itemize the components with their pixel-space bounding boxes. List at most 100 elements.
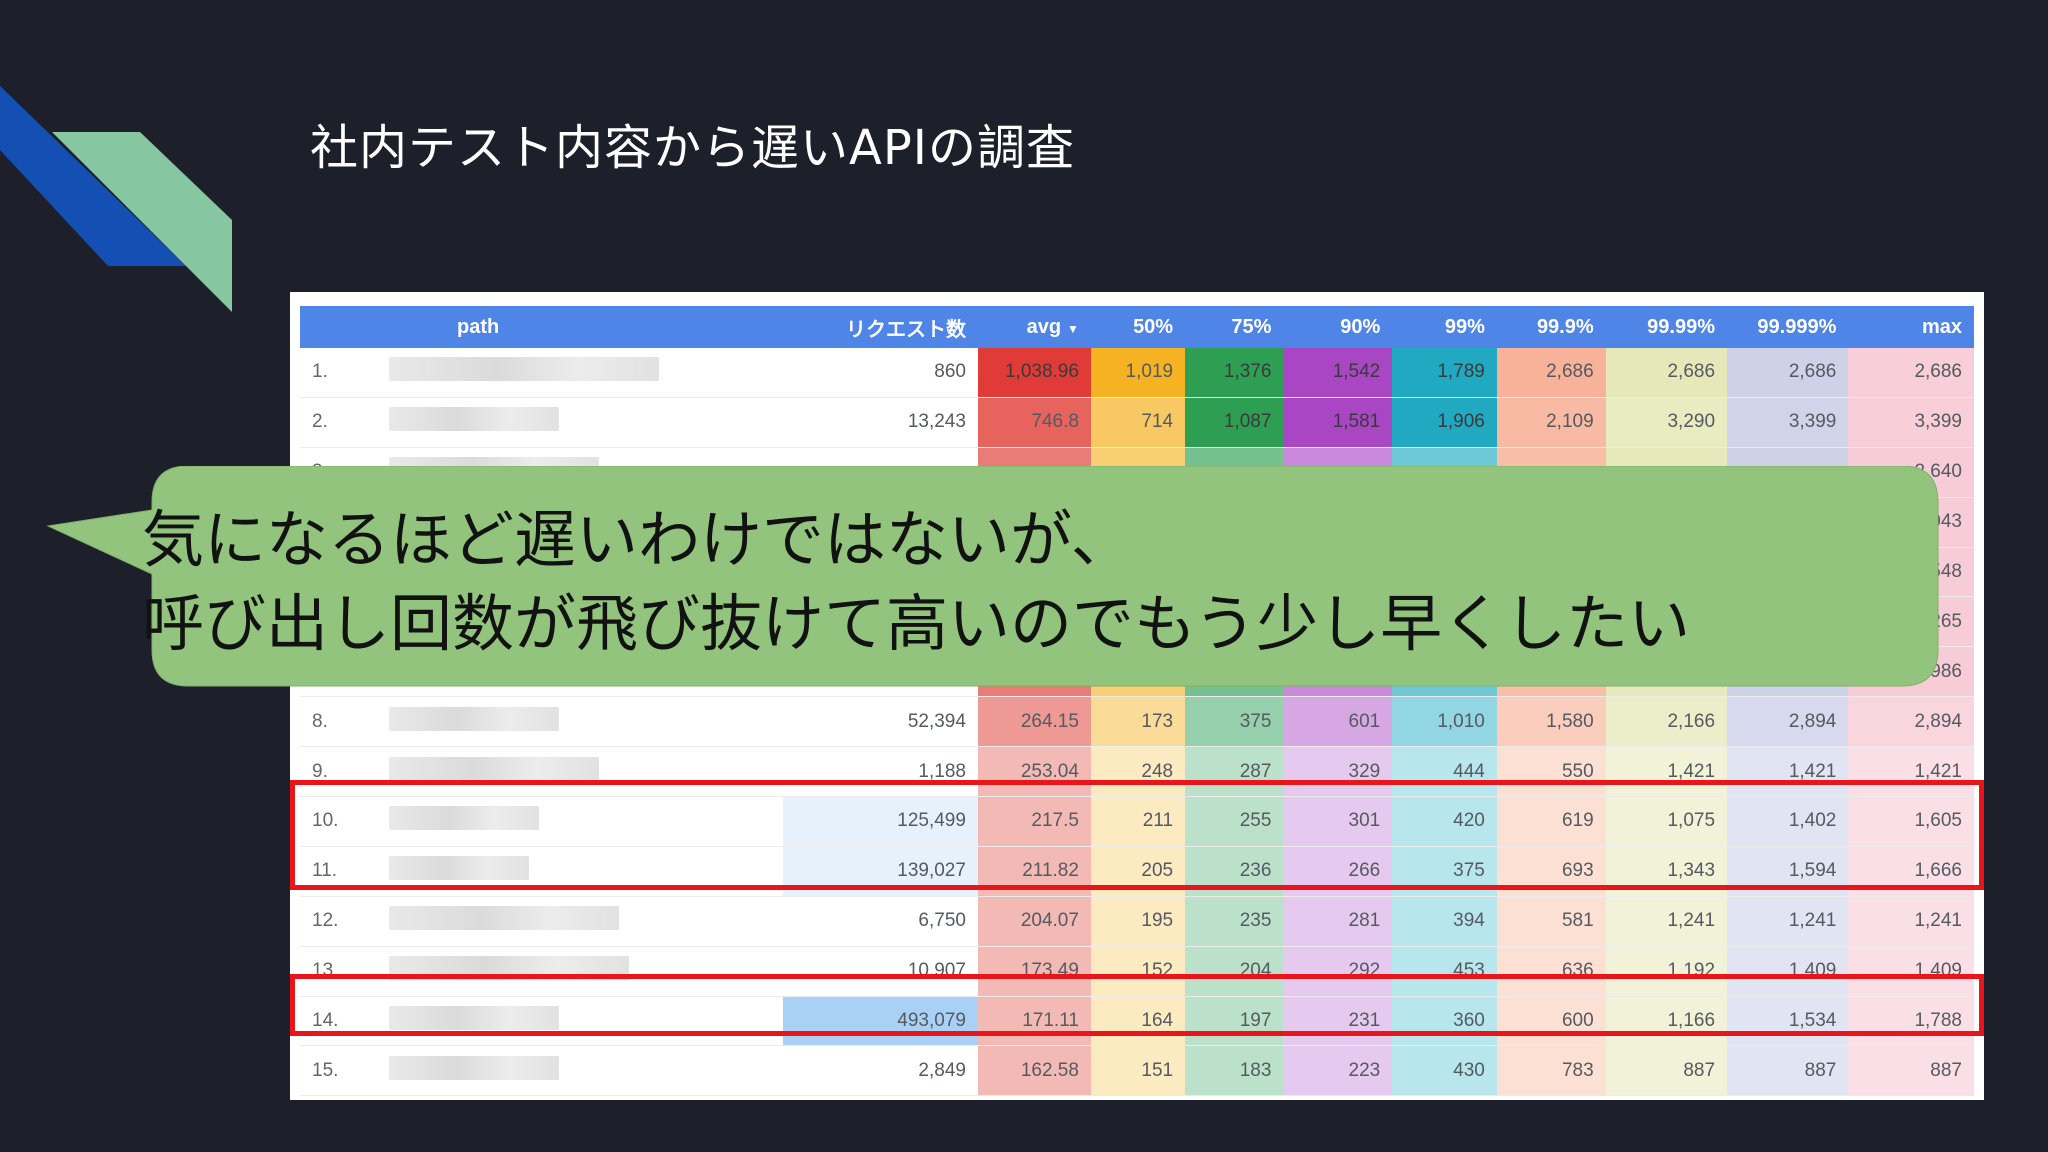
cell-max: 1,409 — [1848, 946, 1974, 997]
table-row[interactable]: 8. 52,394 264.15 173 375 601 1,010 1,580 2,166 2,… — [300, 696, 1974, 748]
cell-p999: 600 — [1496, 996, 1606, 1047]
cell-p50: 173 — [1090, 696, 1186, 748]
cell-p99: 444 — [1392, 746, 1497, 798]
cell-p75: 375 — [1185, 696, 1284, 748]
row-index: 9. — [300, 746, 370, 798]
cell-p99: 1,010 — [1392, 696, 1497, 748]
sort-desc-icon[interactable]: ▼ — [1067, 321, 1079, 336]
cell-p99: 1,789 — [1392, 348, 1497, 398]
cell-p999: 581 — [1496, 896, 1606, 947]
table-row[interactable]: 15. 2,849 162.58 151 183 223 430 783 887 887 887 — [300, 1045, 1974, 1097]
cell-p99: 394 — [1392, 896, 1497, 947]
cell-p50: 152 — [1090, 946, 1186, 997]
cell-p90: 223 — [1283, 1045, 1393, 1097]
cell-p999: 2,686 — [1496, 348, 1606, 398]
header-p9999[interactable]: 99.99% — [1605, 306, 1728, 348]
header-p99999[interactable]: 99.999% — [1727, 306, 1849, 348]
cell-max: 1,788 — [1848, 996, 1974, 1047]
redacted-path-blur — [389, 806, 540, 831]
row-path-redacted — [369, 696, 784, 748]
callout-text: 気になるほど遅いわけではないが、 呼び出し回数が飛び抜けて高いのでもう少し早くし… — [142, 498, 1842, 666]
table-row[interactable]: 10. 125,499 217.5 211 255 301 420 619 1,075 1,402… — [300, 796, 1974, 847]
cell-avg: 171.11 — [977, 996, 1091, 1047]
header-avg[interactable]: avg ▼ — [977, 306, 1091, 348]
cell-p99999: 1,402 — [1727, 796, 1849, 847]
cell-max: 1,421 — [1848, 746, 1974, 798]
row-path-redacted — [369, 896, 784, 947]
table-row[interactable]: 9. 1,188 253.04 248 287 329 444 550 1,421 1,421 1,… — [300, 746, 1974, 798]
header-p75[interactable]: 75% — [1185, 306, 1284, 348]
row-path-redacted — [369, 397, 784, 448]
cell-p75: 1,087 — [1185, 397, 1284, 448]
cell-avg: 217.5 — [977, 796, 1091, 847]
cell-p9999: 1,075 — [1605, 796, 1728, 847]
row-index: 14. — [300, 996, 370, 1047]
cell-p75: 287 — [1185, 746, 1284, 798]
cell-p999: 619 — [1496, 796, 1606, 847]
cell-p9999: 1,421 — [1605, 746, 1728, 798]
cell-req: 860 — [783, 348, 978, 398]
cell-p75: 197 — [1185, 996, 1284, 1047]
cell-p75: 183 — [1185, 1045, 1284, 1097]
table-row[interactable]: 1. 860 1,038.96 1,019 1,376 1,542 1,789 2,686 2,… — [300, 348, 1974, 398]
highlight-box-row-14 — [290, 974, 1984, 1036]
table-row[interactable]: 14. 493,079 171.11 164 197 231 360 600 1,166 1,53… — [300, 996, 1974, 1047]
cell-avg: 253.04 — [977, 746, 1091, 798]
cell-max: 1,605 — [1848, 796, 1974, 847]
redacted-path-blur — [389, 706, 560, 731]
cell-req: 52,394 — [783, 696, 978, 748]
redacted-path-blur — [389, 906, 620, 931]
redacted-path-blur — [389, 407, 560, 432]
cell-p90: 601 — [1283, 696, 1393, 748]
header-avg-label: avg — [1026, 315, 1062, 338]
row-path-redacted — [369, 796, 784, 847]
cell-p50: 248 — [1090, 746, 1186, 798]
redacted-path-blur — [389, 856, 530, 881]
cell-req: 493,079 — [783, 996, 978, 1047]
row-index: 1. — [300, 348, 370, 398]
cell-req: 2,849 — [783, 1045, 978, 1097]
redacted-path-blur — [389, 1055, 560, 1080]
redacted-path-blur — [389, 1006, 560, 1031]
cell-p999: 550 — [1496, 746, 1606, 798]
header-p999[interactable]: 99.9% — [1496, 306, 1606, 348]
header-path[interactable]: path — [369, 306, 784, 348]
cell-avg: 204.07 — [977, 896, 1091, 947]
cell-p75: 1,376 — [1185, 348, 1284, 398]
cell-p9999: 2,686 — [1605, 348, 1728, 398]
cell-p50: 1,019 — [1090, 348, 1186, 398]
row-index: 2. — [300, 397, 370, 448]
slide-title: 社内テスト内容から遅いAPIの調査 — [310, 120, 1075, 176]
cell-max: 1,241 — [1848, 896, 1974, 947]
cell-p50: 164 — [1090, 996, 1186, 1047]
cell-p90: 301 — [1283, 796, 1393, 847]
cell-p9999: 1,166 — [1605, 996, 1728, 1047]
cell-p99999: 1,421 — [1727, 746, 1849, 798]
cell-p99: 453 — [1392, 946, 1497, 997]
cell-p99999: 2,894 — [1727, 696, 1849, 748]
table-header-row: path リクエスト数 avg ▼ 50% 75% 90% 99% 99.9% 9… — [300, 306, 1974, 348]
header-p50[interactable]: 50% — [1090, 306, 1186, 348]
redacted-path-blur — [389, 357, 660, 382]
cell-req: 6,750 — [783, 896, 978, 947]
cell-p50: 211 — [1090, 796, 1186, 847]
row-index: 15. — [300, 1045, 370, 1097]
cell-avg: 162.58 — [977, 1045, 1091, 1097]
table-row[interactable]: 12. 6,750 204.07 195 235 281 394 581 1,241 1,241 1… — [300, 896, 1974, 947]
cell-p75: 235 — [1185, 896, 1284, 947]
row-path-redacted — [369, 746, 784, 798]
cell-p90: 1,542 — [1283, 348, 1393, 398]
cell-max: 2,686 — [1848, 348, 1974, 398]
row-path-redacted — [369, 1045, 784, 1097]
callout-line-2: 呼び出し回数が飛び抜けて高いのでもう少し早くしたい — [142, 587, 1691, 660]
cell-p999: 783 — [1496, 1045, 1606, 1097]
header-max[interactable]: max — [1848, 306, 1974, 348]
cell-p90: 1,581 — [1283, 397, 1393, 448]
table-row[interactable]: 2. 13,243 746.8 714 1,087 1,581 1,906 2,109 3,29… — [300, 397, 1974, 448]
cell-p99999: 2,686 — [1727, 348, 1849, 398]
header-p90[interactable]: 90% — [1283, 306, 1393, 348]
cell-avg: 746.8 — [977, 397, 1091, 448]
cell-req: 13,243 — [783, 397, 978, 448]
header-requests[interactable]: リクエスト数 — [783, 306, 978, 348]
header-p99[interactable]: 99% — [1392, 306, 1497, 348]
